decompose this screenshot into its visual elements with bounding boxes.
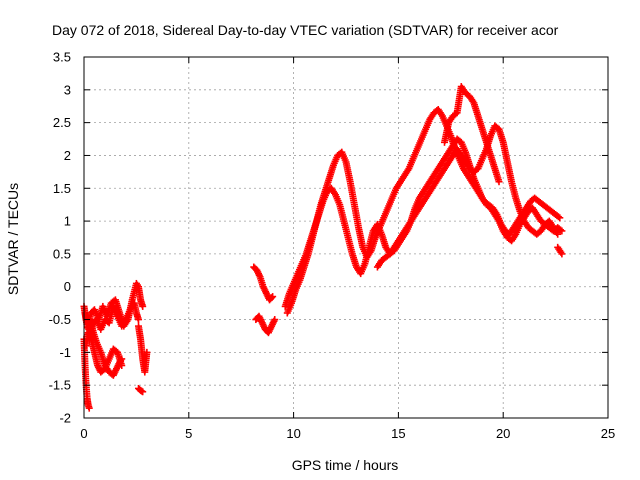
- series-trace-13: [441, 83, 503, 186]
- data-point: [271, 316, 279, 324]
- data-point: [554, 230, 562, 238]
- data-points: [80, 83, 566, 412]
- data-point: [556, 214, 564, 222]
- x-tick-label: 25: [601, 426, 615, 441]
- y-tick-label: -2: [59, 411, 71, 426]
- data-point: [85, 404, 93, 412]
- x-tick-labels: 0 5 10 15 20 25: [80, 426, 615, 441]
- data-point: [554, 213, 562, 221]
- x-axis-label: GPS time / hours: [292, 457, 399, 473]
- data-point: [269, 293, 277, 301]
- y-tick-label: 0.5: [53, 246, 71, 261]
- data-point: [143, 348, 151, 356]
- data-point: [495, 178, 503, 186]
- series-trace-9: [252, 312, 279, 337]
- plot-frame: [83, 56, 609, 419]
- chart-title: Day 072 of 2018, Sidereal Day-to-day VTE…: [52, 22, 559, 38]
- data-point: [558, 227, 566, 235]
- series-trace-14: [554, 243, 566, 258]
- y-tick-label: 3.5: [53, 50, 71, 65]
- y-tick-label: 3: [64, 82, 71, 97]
- data-point: [118, 355, 126, 363]
- series-trace-4: [86, 316, 126, 379]
- data-point: [268, 294, 276, 302]
- series-trace-7: [134, 384, 147, 396]
- x-tick-label: 15: [391, 426, 405, 441]
- y-tick-label: -0.5: [49, 312, 71, 327]
- x-tick-label: 5: [185, 426, 192, 441]
- axis-ticks: [83, 56, 609, 419]
- y-tick-label: 2.5: [53, 115, 71, 130]
- series-trace-6: [134, 322, 151, 376]
- x-tick-label: 20: [496, 426, 510, 441]
- data-point: [139, 302, 147, 310]
- series-trace-8: [250, 263, 277, 304]
- y-tick-label: 1: [64, 214, 71, 229]
- y-axis-label: SDTVAR / TECUs: [5, 183, 21, 295]
- series-trace-12: [373, 122, 562, 271]
- y-tick-label: 0: [64, 279, 71, 294]
- y-tick-label: -1: [59, 345, 71, 360]
- series-trace-11: [283, 106, 564, 317]
- y-tick-labels: -2 -1.5 -1 -0.5 0 0.5 1 1.5 2 2.5 3 3.5: [49, 50, 71, 426]
- data-point: [139, 388, 147, 396]
- y-tick-label: 2: [64, 148, 71, 163]
- y-tick-label: -1.5: [49, 378, 71, 393]
- data-point: [134, 316, 142, 324]
- x-tick-label: 0: [80, 426, 87, 441]
- x-tick-label: 10: [286, 426, 300, 441]
- y-tick-label: 1.5: [53, 181, 71, 196]
- data-point: [556, 226, 564, 234]
- data-point: [558, 250, 566, 258]
